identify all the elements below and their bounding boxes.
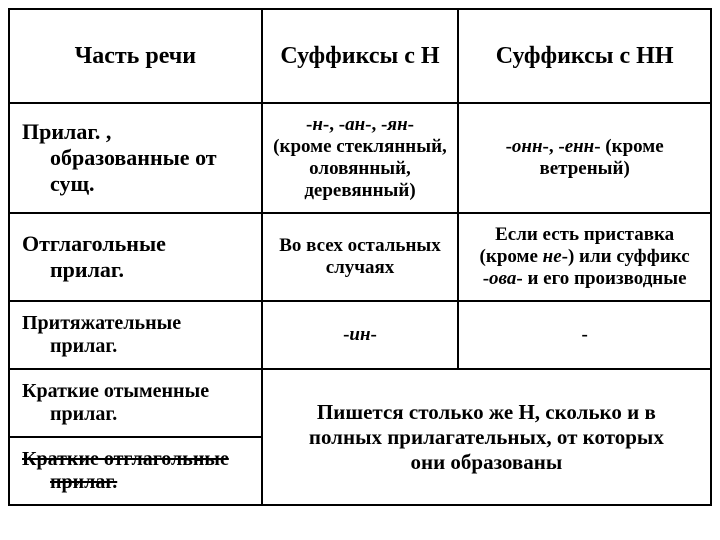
- part-adj-noun: Прилаг. , образованные от сущ.: [9, 103, 262, 213]
- t: онн: [512, 136, 543, 157]
- header-n: Суффиксы с Н: [262, 9, 459, 103]
- t: н: [312, 114, 323, 135]
- header-part: Часть речи: [9, 9, 262, 103]
- t: - и его производные: [516, 268, 686, 289]
- part-short1: Краткие отыменные прилаг.: [9, 369, 262, 437]
- t: -: [371, 324, 377, 345]
- t: ян: [387, 114, 407, 135]
- t: Во всех остальных случаях: [279, 235, 441, 278]
- t: ин: [349, 324, 370, 345]
- row-short-denominal: Краткие отыменные прилаг. Пишется стольк…: [9, 369, 711, 437]
- merged-short: Пишется столько же Н, сколько и в полных…: [262, 369, 711, 505]
- part-text: Притяжательные: [22, 312, 181, 334]
- t: (кроме стеклянный, оловянный, деревянный…: [273, 136, 447, 201]
- t: -: [408, 114, 414, 135]
- n-verbal: Во всех остальных случаях: [262, 213, 459, 301]
- part-text: Отглагольные: [22, 231, 166, 256]
- row-possessive: Притяжательные прилаг. -ин- -: [9, 301, 711, 369]
- part-text-indent: прилаг.: [22, 403, 253, 426]
- t: не: [543, 246, 562, 267]
- row-verbal-adj: Отглагольные прилаг. Во всех остальных с…: [9, 213, 711, 301]
- t: -: [581, 324, 587, 345]
- suffix-table: Часть речи Суффиксы с Н Суффиксы с НН Пр…: [8, 8, 712, 506]
- part-short2: Краткие отглагольные прилаг.: [9, 437, 262, 505]
- part-text: Прилаг. ,: [22, 119, 111, 144]
- part-verbal: Отглагольные прилаг.: [9, 213, 262, 301]
- part-possessive: Притяжательные прилаг.: [9, 301, 262, 369]
- part-text-indent: образованные от сущ.: [22, 145, 253, 197]
- header-nn: Суффиксы с НН: [458, 9, 711, 103]
- nn-possessive: -: [458, 301, 711, 369]
- t: ова: [489, 268, 516, 289]
- t: -, -: [365, 114, 387, 135]
- nn-adj-noun: -онн-, -енн- (кроме ветреный): [458, 103, 711, 213]
- part-text: Краткие отыменные: [22, 380, 209, 402]
- part-text-indent: прилаг.: [22, 335, 253, 358]
- t: енн: [565, 136, 595, 157]
- part-text: Краткие отглагольные: [22, 448, 229, 470]
- part-text-indent: прилаг.: [22, 471, 253, 494]
- t: -, -: [543, 136, 565, 157]
- part-text-indent: прилаг.: [22, 257, 253, 283]
- t: ан: [345, 114, 365, 135]
- row-adj-from-noun: Прилаг. , образованные от сущ. -н-, -ан-…: [9, 103, 711, 213]
- n-adj-noun: -н-, -ан-, -ян- (кроме стеклянный, оловя…: [262, 103, 459, 213]
- t: -, -: [323, 114, 345, 135]
- nn-verbal: Если есть приставка (кроме не-) или суфф…: [458, 213, 711, 301]
- header-row: Часть речи Суффиксы с Н Суффиксы с НН: [9, 9, 711, 103]
- n-possessive: -ин-: [262, 301, 459, 369]
